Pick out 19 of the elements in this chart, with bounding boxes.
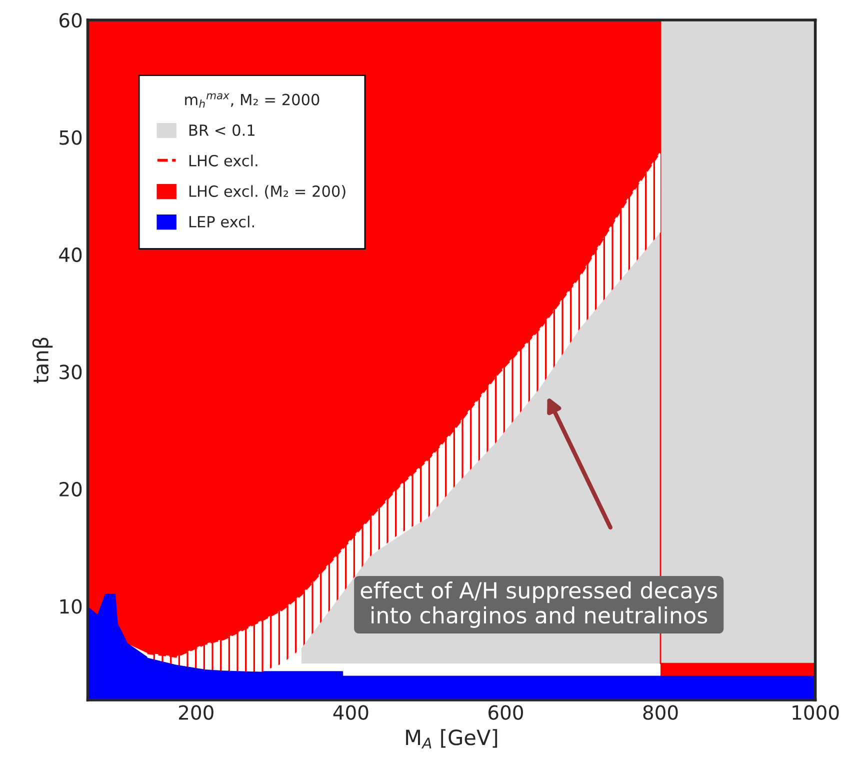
y-tick-label: 30 — [60, 364, 82, 380]
legend-label: LHC excl. (M₂ = 200) — [189, 185, 346, 199]
x-tick-label: 1000 — [792, 705, 839, 720]
legend-label: LEP excl. — [189, 216, 254, 228]
x-tick-label: 600 — [488, 705, 523, 720]
x-tick-label: 400 — [333, 705, 368, 720]
legend-label: LHC excl. — [189, 154, 258, 166]
x-axis-title: M$_{A}$ [GeV] — [406, 729, 498, 748]
legend-title: m$_{h}$$^{max}$, M₂ = 2000 — [185, 93, 320, 108]
annotation: effect of A/H suppressed decays into charginos and neutralinos — [360, 582, 717, 628]
y-tick-label: 60 — [60, 12, 82, 28]
y-tick-label: 40 — [59, 247, 82, 262]
legend-label: BR < 0.1 — [189, 124, 254, 136]
y-tick-label: 20 — [60, 482, 82, 497]
x-tick-label: 800 — [643, 705, 678, 720]
x-tick-label: 200 — [179, 705, 214, 720]
y-axis-title: tanβ — [32, 338, 53, 384]
y-tick-label: 10 — [60, 599, 82, 614]
y-tick-label: 50 — [60, 130, 82, 145]
